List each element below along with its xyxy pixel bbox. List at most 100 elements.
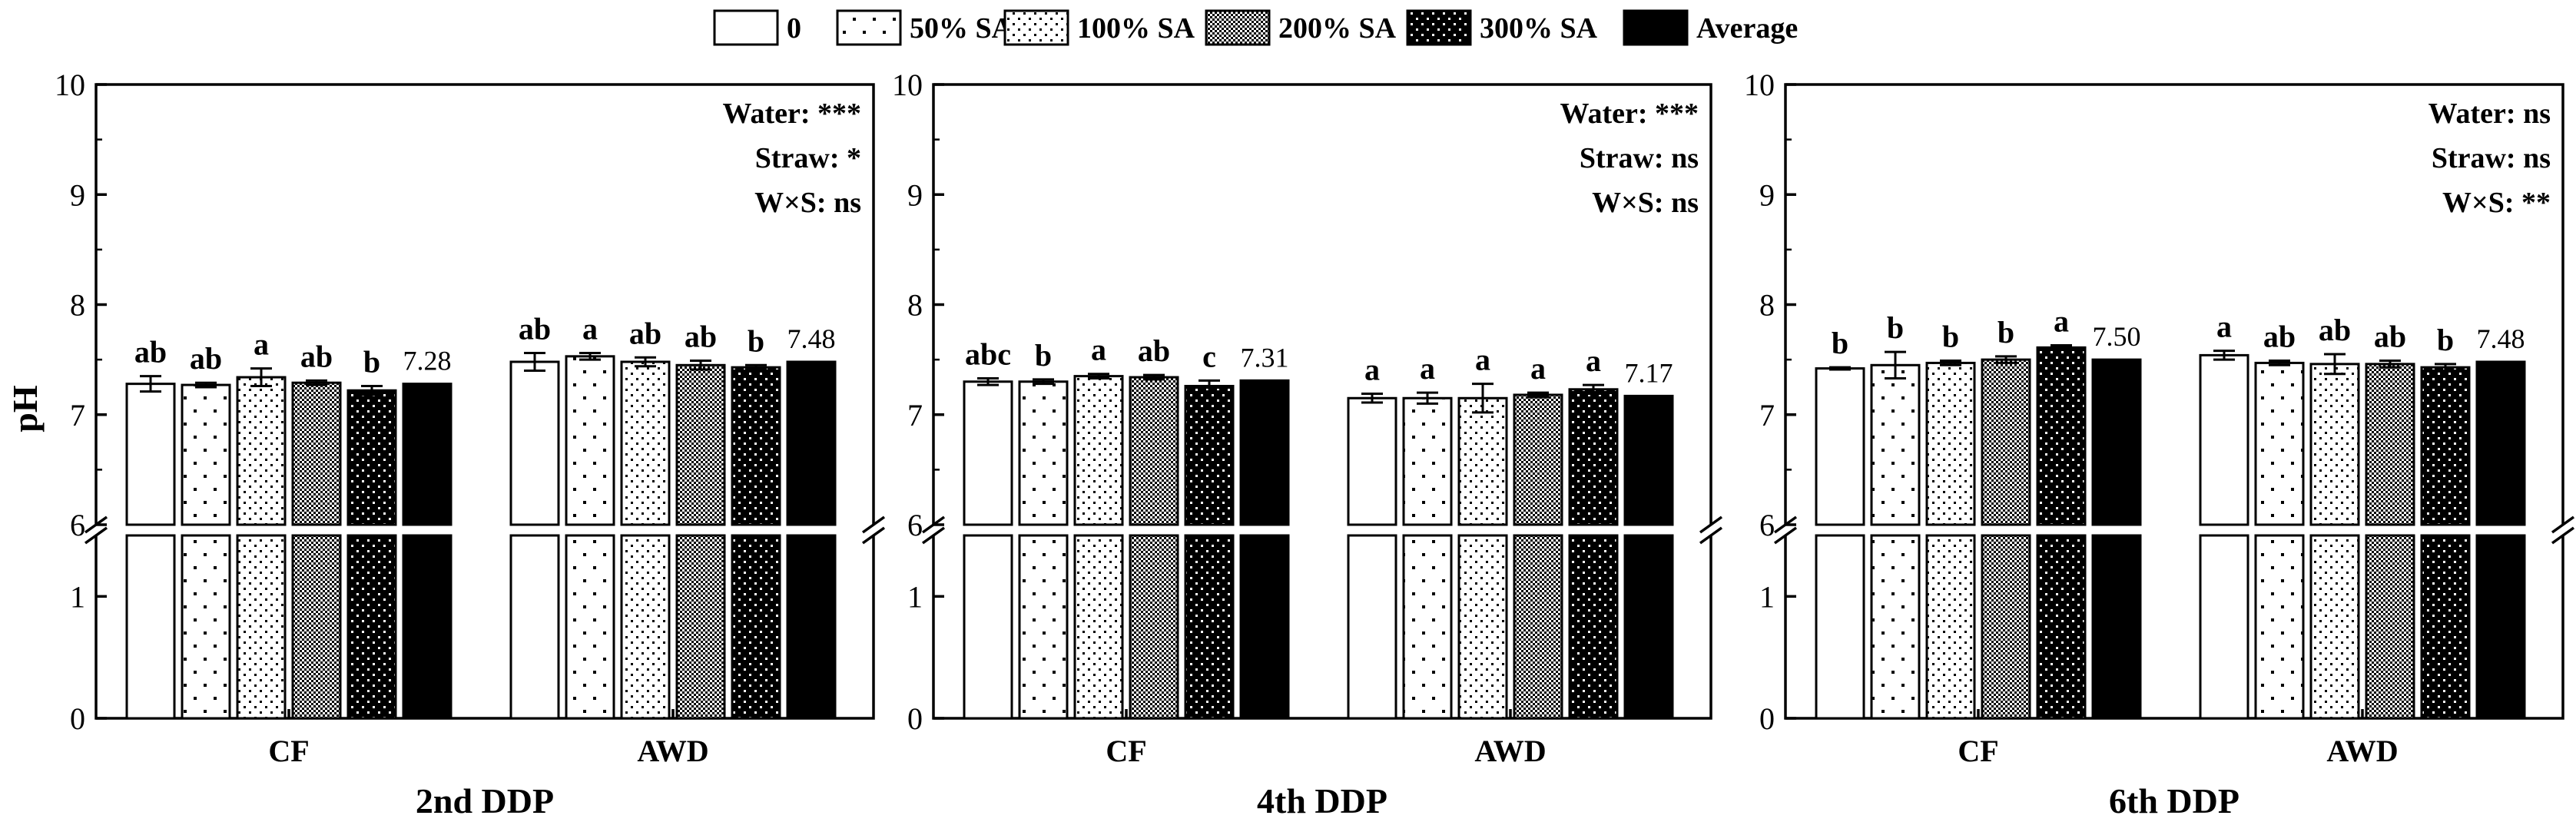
stats-annotation: Water: *** [723,98,861,130]
x-category-label: CF [1106,734,1146,768]
y-tick-label: 8 [907,288,923,323]
stats-annotation: Straw: * [755,142,861,174]
significance-letter: ab [1138,333,1170,368]
significance-letter: a [1420,351,1435,386]
axes-frame-lower [1784,535,2564,720]
x-category-label: AWD [637,734,708,768]
bar-value-label: 7.31 [1241,342,1289,373]
bar-upper [2091,358,2142,526]
bar-value-label: 7.48 [787,323,836,354]
significance-letter: abc [965,336,1011,371]
y-axis-label: pH [5,385,45,433]
bar-upper [1981,358,2031,526]
bar-upper [565,355,615,526]
y-tick-label: 1 [70,579,85,614]
bar-upper [2309,363,2360,526]
bar-lower [2254,534,2305,720]
axis-break-mark [1699,515,1723,534]
bar-lower [2036,534,2087,720]
x-category-label: CF [268,734,309,768]
significance-letter: b [1832,326,1848,360]
bar-upper [2254,361,2305,526]
legend-label: 50% SA [910,12,1013,45]
y-tick-label: 7 [1759,398,1775,433]
bar-lower [1513,534,1563,720]
axis-break-mark [1773,526,1798,545]
bar-upper [236,376,287,526]
y-tick-label: 8 [70,288,85,323]
bar-lower [125,534,176,720]
significance-letter: ab [519,312,551,346]
bar-lower [2365,534,2415,720]
y-tick-label: 1 [907,579,923,614]
bar-upper [2365,363,2415,526]
significance-letter: b [1887,310,1904,345]
y-tick-label: 8 [1759,288,1775,323]
bar-lower [1018,534,1069,720]
axes-frame-lower [94,535,875,720]
panel-title: 2nd DDP [416,781,554,820]
significance-letter: ab [629,316,661,350]
legend-item: 200% SA [1205,9,1397,46]
bar-lower [346,534,397,720]
y-tick-label: 6 [70,508,85,542]
legend-swatch [1003,9,1069,46]
bar-lower [2309,534,2360,720]
bar-upper [1402,396,1453,526]
significance-letter: ab [2374,320,2406,354]
bar-upper [346,389,397,526]
legend-item: 300% SA [1406,9,1598,46]
legend-label: Average [1696,12,1798,45]
axis-break-mark [861,515,886,534]
legend-label: 100% SA [1077,12,1195,45]
axis-break-mark [84,526,108,545]
significance-letter: a [582,312,598,346]
bar-lower [2091,534,2142,720]
legend-item: 0 [713,9,801,46]
legend: 0 50% SA 100% SA 200% SA 300% SA Average [713,9,1798,46]
bar-upper [1925,361,1976,526]
bar-upper [2199,353,2249,526]
bar-lower [1239,534,1290,720]
y-tick-label: 10 [892,68,923,102]
significance-letter: ab [2319,313,2351,347]
y-tick-label: 6 [1759,508,1775,542]
bar-value-label: 7.48 [2477,323,2525,354]
significance-letter: ab [300,339,333,373]
bar-lower [1623,534,1674,720]
bar-lower [963,534,1013,720]
x-category-label: AWD [2326,734,2398,768]
significance-letter: a [2054,304,2069,339]
significance-letter: a [1530,351,1546,386]
bar-lower [1184,534,1235,720]
bar-upper [2420,366,2471,526]
y-tick-label: 10 [55,68,85,102]
y-tick-label: 7 [907,398,923,433]
bar-lower [181,534,231,720]
y-tick-label: 0 [70,701,85,736]
bar-upper [2475,360,2526,526]
panel-title: 4th DDP [1257,781,1387,820]
bar-upper [402,383,453,526]
bar-lower [1870,534,1921,720]
bar-lower [1073,534,1124,720]
legend-item: 100% SA [1003,9,1195,46]
bar-lower [509,534,560,720]
bar-lower [731,534,781,720]
y-tick-label: 6 [907,508,923,542]
significance-letter: a [1091,333,1106,367]
legend-item: Average [1623,9,1798,46]
y-tick-label: 7 [70,398,85,433]
axis-break-mark [2551,515,2575,534]
significance-letter: c [1202,339,1216,373]
stats-annotation: Straw: ns [2432,142,2551,174]
bar-lower [1568,534,1619,720]
legend-swatch [836,9,902,46]
bar-upper [1073,375,1124,526]
bar-lower [620,534,671,720]
bar-lower [1129,534,1179,720]
y-tick-label: 0 [1759,701,1775,736]
significance-letter: ab [134,335,167,370]
